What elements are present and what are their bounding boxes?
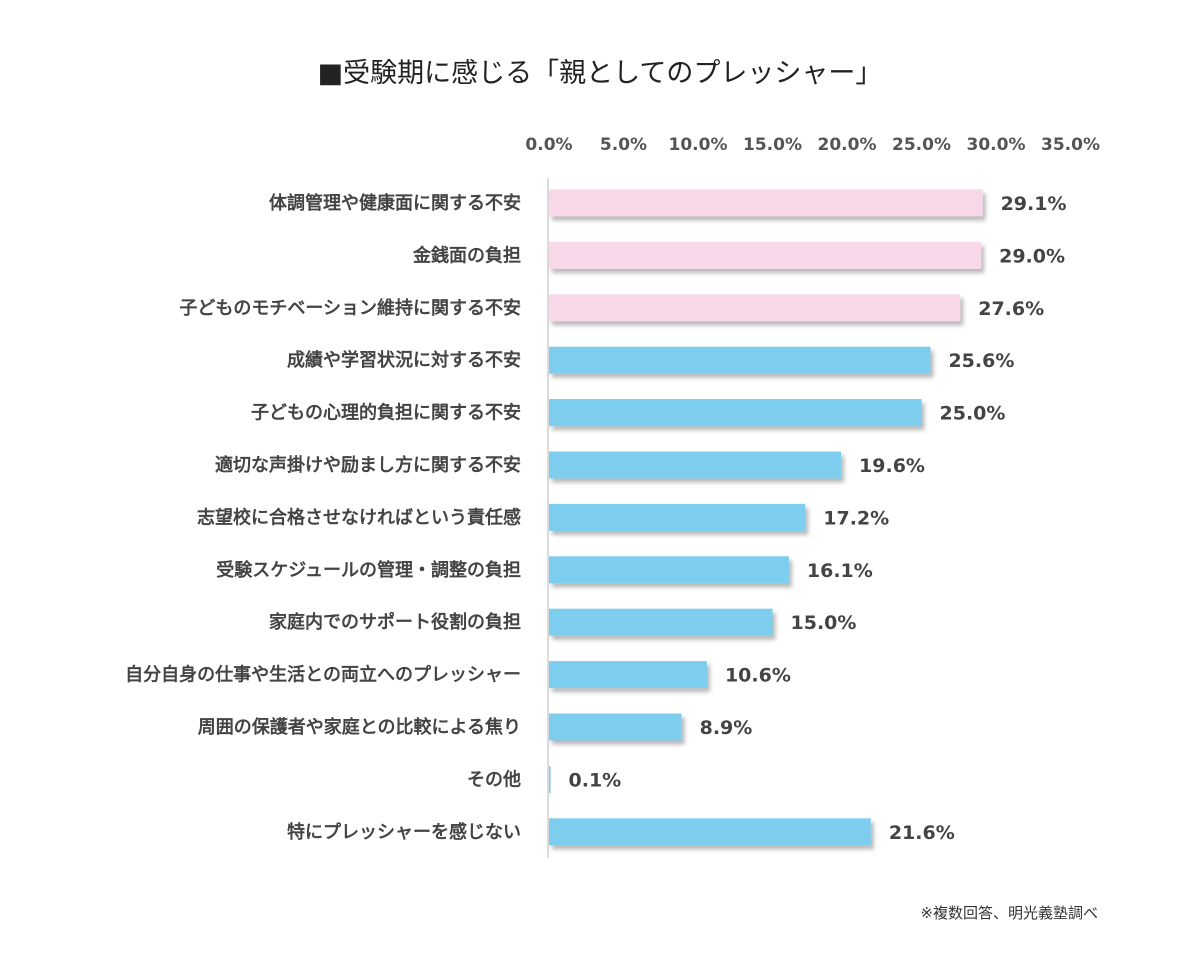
x-tick-label: 10.0%	[669, 135, 728, 155]
data-label: 21.6%	[889, 822, 955, 844]
x-tick-label: 15.0%	[743, 135, 802, 155]
bar	[549, 818, 871, 846]
category-label: 家庭内でのサポート役割の負担	[269, 611, 521, 633]
data-label: 17.2%	[823, 507, 889, 529]
category-label: 子どものモチベーション維持に関する不安	[179, 297, 521, 319]
category-labels: 体調管理や健康面に関する不安金銭面の負担子どものモチベーション維持に関する不安成…	[125, 192, 521, 843]
bar	[549, 241, 982, 269]
data-label: 25.6%	[948, 350, 1014, 372]
category-label: 志望校に合格させなければという責任感	[197, 506, 521, 528]
category-label: 子どもの心理的負担に関する不安	[251, 402, 521, 424]
x-tick-label: 30.0%	[967, 135, 1026, 155]
category-label: 成績や学習状況に対する不安	[287, 349, 521, 371]
x-tick-label: 20.0%	[818, 135, 877, 155]
chart-title: ■受験期に感じる「親としてのプレッシャー」	[318, 58, 883, 89]
bar	[549, 294, 961, 322]
bar	[549, 661, 707, 689]
data-label: 15.0%	[791, 612, 857, 634]
data-label: 10.6%	[725, 665, 791, 687]
bar	[549, 713, 682, 741]
data-label: 25.0%	[940, 403, 1006, 425]
x-tick-label: 0.0%	[525, 135, 572, 155]
category-label: その他	[467, 768, 521, 790]
data-label: 19.6%	[859, 455, 925, 477]
data-label: 16.1%	[807, 560, 873, 582]
x-tick-label: 25.0%	[892, 135, 951, 155]
source-note: ※複数回答、明光義塾調べ	[920, 904, 1098, 922]
bar	[549, 399, 922, 427]
bar	[549, 556, 789, 584]
data-label: 29.0%	[999, 245, 1065, 267]
category-label: 受験スケジュールの管理・調整の負担	[216, 559, 521, 581]
bar	[549, 451, 842, 479]
data-label: 0.1%	[569, 769, 622, 791]
x-axis-ticks: 0.0% 5.0% 10.0% 15.0% 20.0% 25.0% 30.0% 35.0%	[525, 135, 1100, 155]
x-tick-label: 35.0%	[1041, 135, 1100, 155]
bar	[549, 346, 931, 374]
category-label: 自分自身の仕事や生活との両立へのプレッシャー	[125, 664, 521, 686]
category-label: 周囲の保護者や家庭との比較による焦り	[198, 716, 521, 738]
category-label: 体調管理や健康面に関する不安	[269, 192, 521, 214]
data-label: 27.6%	[978, 298, 1044, 320]
x-tick-label: 5.0%	[600, 135, 647, 155]
data-label: 29.1%	[1001, 193, 1067, 215]
bar	[549, 189, 983, 217]
bar	[549, 765, 551, 793]
value-labels: 29.1% 29.0% 27.6% 25.6% 25.0% 19.6% 17.2% 16.1%…	[569, 193, 1067, 844]
bar-group	[549, 189, 983, 846]
data-label: 8.9%	[700, 717, 753, 739]
bar	[549, 503, 806, 531]
category-label: 金銭面の負担	[412, 244, 521, 266]
bar	[549, 608, 773, 636]
category-label: 適切な声掛けや励まし方に関する不安	[215, 454, 521, 476]
category-label: 特にプレッシャーを感じない	[287, 821, 521, 843]
